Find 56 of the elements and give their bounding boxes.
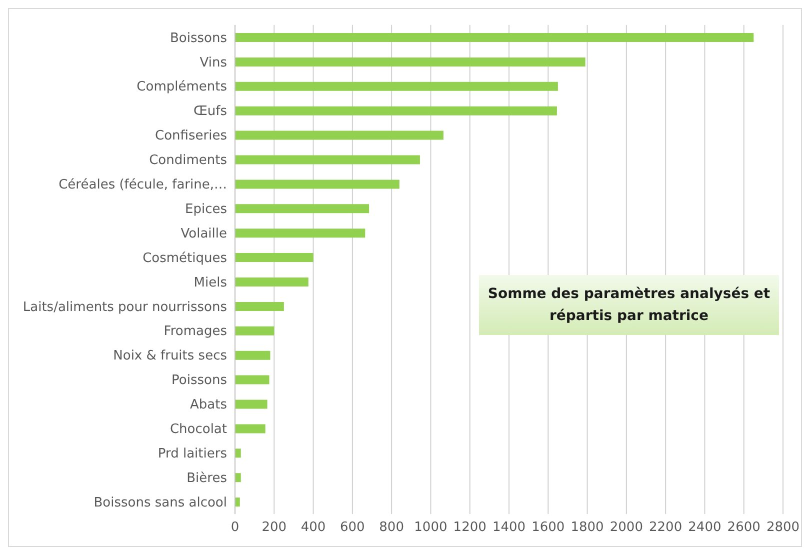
y-tick-label: Cosmétiques <box>142 250 228 266</box>
bar <box>235 33 754 42</box>
bar <box>235 180 400 189</box>
bar <box>235 302 284 311</box>
y-tick-label: Boissons <box>170 30 228 46</box>
bar <box>235 375 270 384</box>
x-tick-label: 1600 <box>532 520 565 536</box>
bar <box>235 326 274 336</box>
x-tick-label: 2000 <box>610 520 643 536</box>
y-tick-label: Prd laitiers <box>158 446 228 462</box>
y-tick-label: Confiseries <box>155 128 228 144</box>
annotation: Somme des paramètres analysés et répartis par matrice <box>479 275 779 335</box>
y-tick-label: Vins <box>200 55 228 70</box>
y-tick-label: Céréales (fécule, farine,… <box>58 178 227 193</box>
y-tick-label: Abats <box>190 398 228 413</box>
y-tick-label: Poissons <box>172 373 228 388</box>
bar <box>235 106 557 116</box>
bar <box>235 473 241 482</box>
x-tick-label: 2600 <box>727 520 760 536</box>
bar <box>235 204 370 214</box>
bar <box>235 498 240 507</box>
y-tick-label: Volaille <box>180 226 227 242</box>
bar <box>235 57 586 66</box>
y-tick-label: Compléments <box>136 80 228 95</box>
x-tick-label: 200 <box>262 520 287 536</box>
bar <box>235 228 366 238</box>
x-tick-label: 0 <box>230 520 240 536</box>
x-tick-label: 2200 <box>649 520 682 536</box>
x-tick-label: 800 <box>379 520 404 536</box>
bar <box>235 400 268 409</box>
y-tick-label: Fromages <box>164 324 228 340</box>
x-tick-label: 600 <box>340 520 365 536</box>
bar <box>235 448 241 458</box>
y-tick-label: Bières <box>186 470 228 486</box>
x-tick-label: 1200 <box>453 520 486 536</box>
bar <box>235 424 266 434</box>
y-tick-label: Condiments <box>149 153 228 168</box>
x-tick-label: 1400 <box>492 520 526 536</box>
bar <box>235 130 444 140</box>
bar <box>235 253 314 262</box>
x-tick-label: 400 <box>300 520 326 536</box>
bar <box>235 350 270 360</box>
x-tick-label: 1000 <box>414 520 448 536</box>
x-tick-label: 1800 <box>570 520 604 536</box>
bar <box>235 82 558 91</box>
y-tick-label: Miels <box>194 275 228 290</box>
y-tick-label: Boissons sans alcool <box>94 495 227 510</box>
y-tick-label: Noix & fruits secs <box>113 348 228 364</box>
y-tick-label: Chocolat <box>170 422 227 438</box>
x-tick-label: 2800 <box>766 520 800 536</box>
y-tick-label: Laits/aliments pour nourrissons <box>22 300 228 315</box>
bar <box>235 155 420 164</box>
y-tick-label: Œufs <box>194 104 228 120</box>
y-tick-label: Epices <box>185 202 228 217</box>
bar <box>235 278 308 286</box>
x-tick-label: 2400 <box>688 520 722 536</box>
